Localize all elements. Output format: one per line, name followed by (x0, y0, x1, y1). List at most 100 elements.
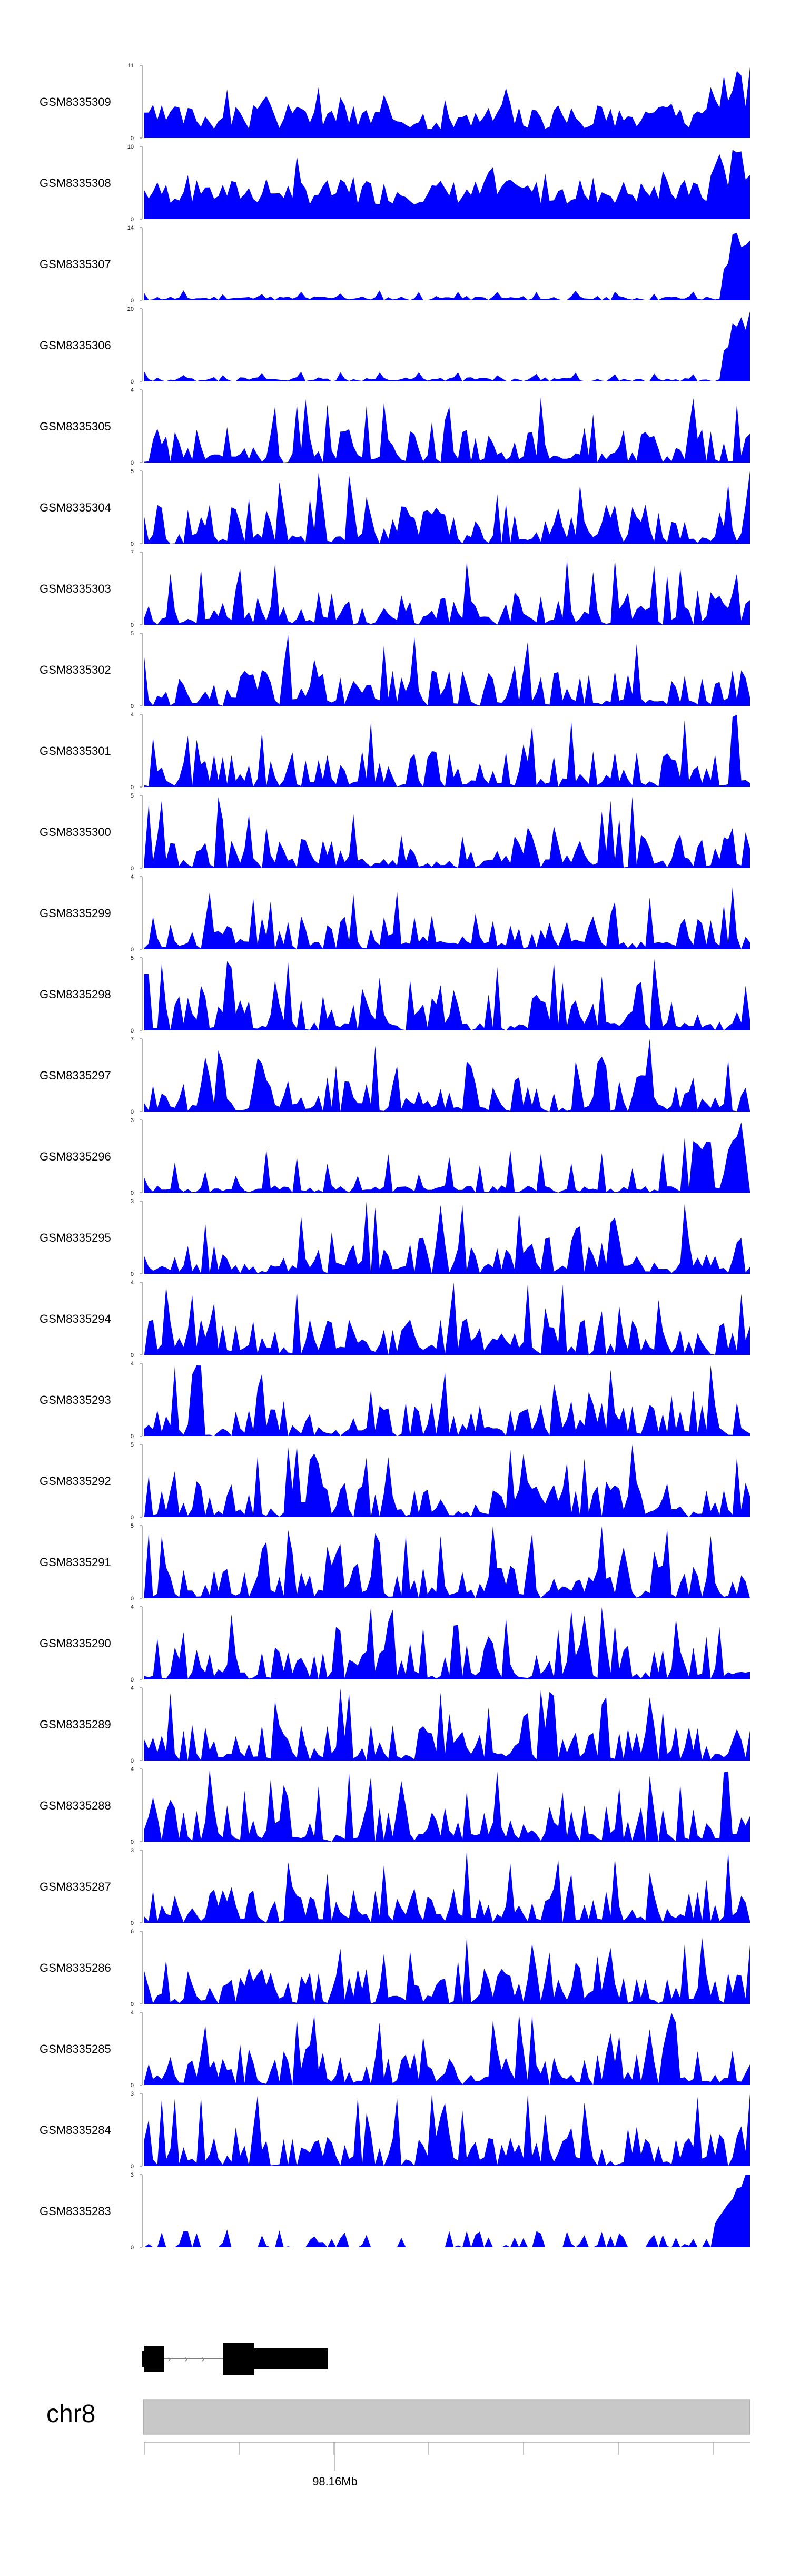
track-GSM8335285: GSM8335285 4 0 (39, 2010, 750, 2089)
gene-exon (223, 2343, 254, 2375)
track-y-tick-label: 0 (131, 1677, 134, 1683)
track-y-tick-label: 0 (131, 1271, 134, 1277)
track-y-tick-label: 4 (131, 1280, 134, 1286)
coverage-area (144, 2175, 750, 2247)
track-y-tick-label: 3 (131, 1198, 134, 1205)
track-y-tick-label: 0 (131, 703, 134, 710)
track-y-tick-label: 0 (131, 379, 134, 385)
track-GSM8335289: GSM8335289 4 0 (39, 1685, 750, 1764)
track-label: GSM8335301 (39, 744, 111, 758)
coverage-area (144, 1282, 750, 1355)
coverage-area (144, 1202, 750, 1274)
coverage-area (144, 311, 750, 381)
gene-exon-thin (142, 2351, 146, 2367)
track-y-tick-label: 0 (131, 135, 134, 142)
coverage-area (144, 1607, 750, 1679)
track-GSM8335305: GSM8335305 4 0 (39, 387, 750, 466)
track-y-tick-label: 0 (131, 1028, 134, 1034)
track-label: GSM8335287 (39, 1880, 111, 1893)
track-y-tick-label: 0 (131, 1596, 134, 1602)
track-y-tick-label: 0 (131, 2082, 134, 2089)
track-y-tick-label: 10 (127, 144, 134, 150)
track-y-tick-label: 4 (131, 1604, 134, 1610)
track-y-tick-label: 4 (131, 1766, 134, 1773)
coverage-area (144, 1688, 750, 1761)
coverage-area (144, 2013, 750, 2085)
track-label: GSM8335305 (39, 420, 111, 433)
track-label: GSM8335288 (39, 1799, 111, 1812)
track-label: GSM8335303 (39, 582, 111, 595)
chromosome-label: chr8 (46, 2400, 95, 2428)
track-GSM8335307: GSM8335307 14 0 (39, 225, 750, 304)
track-GSM8335303: GSM8335303 7 0 (39, 549, 750, 628)
track-label: GSM8335304 (39, 501, 111, 514)
track-label: GSM8335307 (39, 258, 111, 271)
track-y-tick-label: 0 (131, 1515, 134, 1521)
track-label: GSM8335308 (39, 176, 111, 190)
intron-arrow-icon: › (167, 2354, 171, 2365)
track-y-tick-label: 0 (131, 1109, 134, 1115)
intron-arrow-icon: › (184, 2354, 188, 2365)
track-GSM8335306: GSM8335306 20 0 (39, 306, 750, 385)
track-label: GSM8335294 (39, 1312, 111, 1325)
track-label: GSM8335299 (39, 907, 111, 920)
track-GSM8335292: GSM8335292 5 0 (39, 1442, 750, 1521)
track-y-tick-label: 4 (131, 387, 134, 394)
coverage-area (144, 1851, 750, 1923)
track-y-tick-label: 5 (131, 793, 134, 799)
track-label: GSM8335283 (39, 2205, 111, 2218)
position-tick-label: 98.16Mb (312, 2475, 358, 2488)
track-label: GSM8335295 (39, 1231, 111, 1244)
coverage-area (144, 959, 750, 1030)
track-label: GSM8335291 (39, 1556, 111, 1569)
track-y-tick-label: 5 (131, 468, 134, 475)
track-GSM8335297: GSM8335297 7 0 (39, 1036, 750, 1115)
track-GSM8335284: GSM8335284 3 0 (39, 2091, 750, 2170)
track-GSM8335291: GSM8335291 5 0 (39, 1523, 750, 1602)
track-label: GSM8335292 (39, 1474, 111, 1488)
track-label: GSM8335300 (39, 825, 111, 839)
track-y-tick-label: 0 (131, 947, 134, 953)
coverage-area (144, 1526, 750, 1598)
track-y-tick-label: 0 (131, 2245, 134, 2251)
track-y-tick-label: 0 (131, 866, 134, 872)
track-label: GSM8335285 (39, 2042, 111, 2056)
track-y-tick-label: 0 (131, 622, 134, 628)
coverage-area (144, 714, 750, 787)
track-label: GSM8335297 (39, 1069, 111, 1082)
gene-exon (144, 2346, 164, 2372)
track-y-tick-label: 0 (131, 784, 134, 791)
track-y-tick-label: 0 (131, 217, 134, 223)
gene-utr (253, 2348, 328, 2369)
track-y-tick-label: 3 (131, 2091, 134, 2097)
coverage-area (144, 559, 750, 625)
track-y-tick-label: 0 (131, 541, 134, 547)
track-y-tick-label: 6 (131, 1929, 134, 1935)
track-y-tick-label: 3 (131, 1847, 134, 1854)
intron-arrow-icon: › (201, 2354, 205, 2365)
coverage-area (144, 471, 750, 544)
track-y-tick-label: 0 (131, 1839, 134, 1845)
track-y-tick-label: 7 (131, 1036, 134, 1043)
track-GSM8335288: GSM8335288 4 0 (39, 1766, 750, 1845)
track-y-tick-label: 0 (131, 1920, 134, 1926)
track-y-tick-label: 0 (131, 1352, 134, 1359)
track-GSM8335286: GSM8335286 6 0 (39, 1929, 750, 2008)
track-y-tick-label: 4 (131, 874, 134, 880)
track-GSM8335294: GSM8335294 4 0 (39, 1280, 750, 1359)
track-GSM8335283: GSM8335283 3 0 (39, 2172, 750, 2251)
track-y-tick-label: 5 (131, 955, 134, 961)
coverage-area (144, 634, 750, 706)
track-y-tick-label: 5 (131, 1442, 134, 1448)
track-GSM8335299: GSM8335299 4 0 (39, 874, 750, 953)
track-y-tick-label: 5 (131, 1523, 134, 1529)
track-y-tick-label: 4 (131, 1685, 134, 1692)
chromosome-bar (143, 2399, 750, 2435)
track-y-tick-label: 0 (131, 1190, 134, 1196)
track-y-tick-label: 4 (131, 1361, 134, 1367)
track-y-tick-label: 4 (131, 712, 134, 718)
track-GSM8335300: GSM8335300 5 0 (39, 793, 750, 872)
coverage-area (144, 233, 750, 300)
track-GSM8335304: GSM8335304 5 0 (39, 468, 750, 547)
